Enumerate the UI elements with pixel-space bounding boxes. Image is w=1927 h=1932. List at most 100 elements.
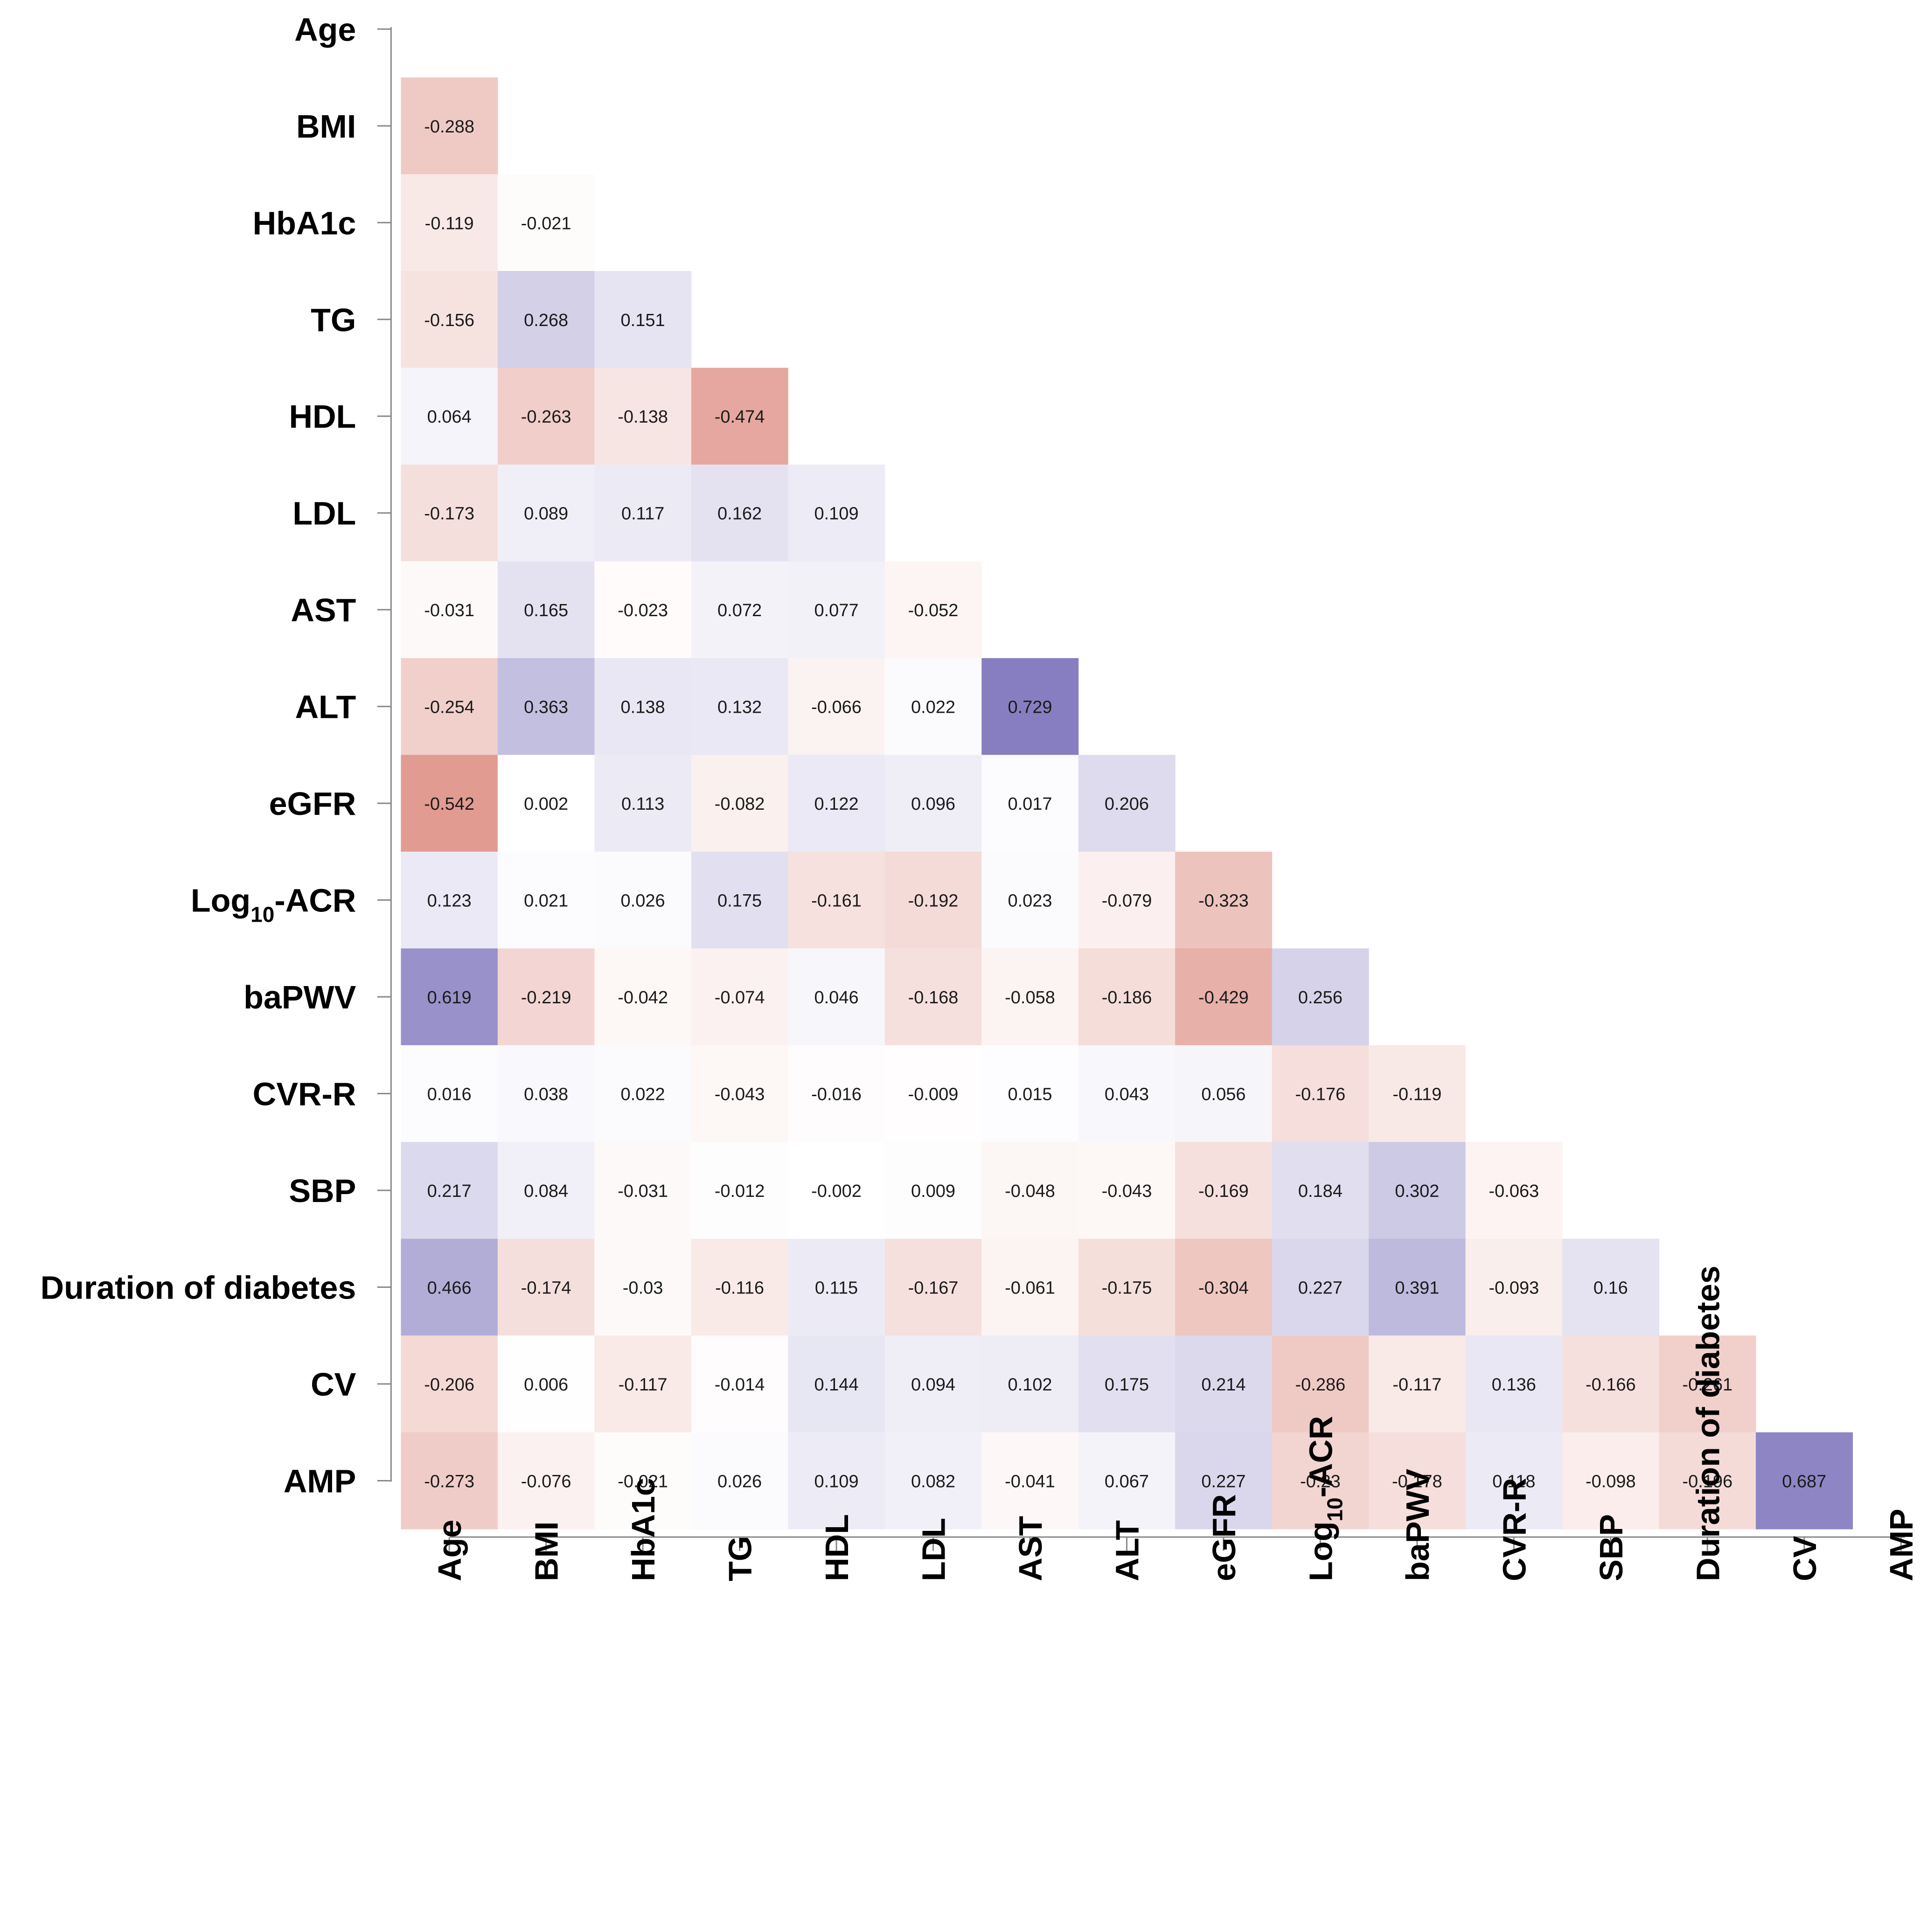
cell-value-label: 0.206 bbox=[1105, 794, 1149, 814]
cell-value-label: 0.077 bbox=[814, 601, 858, 620]
heatmap-cell-duration-of-diabetes-age bbox=[401, 1238, 498, 1336]
cell-value-label: -0.178 bbox=[1392, 1472, 1442, 1491]
cell-value-label: -0.021 bbox=[521, 214, 571, 233]
cell-value-label: -0.273 bbox=[424, 1472, 474, 1491]
cell-value-label: -0.043 bbox=[715, 1085, 765, 1105]
heatmap-cell-sbp-age bbox=[401, 1142, 498, 1239]
y-tick-label-hba1c: HbA1c bbox=[253, 205, 356, 241]
cell-value-label: 0.026 bbox=[621, 891, 665, 911]
cell-value-label: 0.115 bbox=[815, 1278, 858, 1298]
heatmap-cell-cv-tg bbox=[691, 1335, 788, 1433]
cell-value-label: -0.206 bbox=[424, 1375, 474, 1395]
cell-value-label: 0.046 bbox=[814, 988, 858, 1008]
y-tick-label-duration-of-diabetes: Duration of diabetes bbox=[41, 1269, 356, 1306]
heatmap-cell-cv-age bbox=[401, 1335, 498, 1433]
heatmap-cell-ast-bmi bbox=[497, 561, 595, 659]
cell-value-label: 0.151 bbox=[621, 311, 665, 330]
heatmap-cell-sbp-hba1c bbox=[594, 1142, 692, 1239]
heatmap-cell-hdl-hba1c bbox=[594, 368, 692, 465]
cell-value-label: 0.067 bbox=[1105, 1472, 1149, 1491]
heatmap-cell-bapwv-hdl bbox=[788, 948, 885, 1046]
cell-value-label: 0.056 bbox=[1201, 1085, 1245, 1105]
cell-value-label: 0.227 bbox=[1298, 1278, 1343, 1298]
heatmap-cell-amp-bapwv bbox=[1369, 1432, 1466, 1529]
heatmap-cell-duration-of-diabetes-bmi bbox=[497, 1238, 595, 1336]
heatmap-cell-alt-ldl bbox=[884, 658, 982, 755]
cell-value-label: 0.162 bbox=[717, 504, 762, 524]
cell-value-label: -0.286 bbox=[1295, 1375, 1346, 1395]
heatmap-cells: -0.288 -0.119 -0.021 -0.156 0.268 0.151 0.064 -… bbox=[401, 77, 1853, 1529]
cell-value-label: -0.288 bbox=[424, 117, 474, 137]
cell-value-label: 0.021 bbox=[524, 891, 568, 911]
heatmap-cell-bapwv-log-10-acr bbox=[1272, 948, 1369, 1046]
cell-value-label: 0.118 bbox=[1492, 1472, 1535, 1491]
heatmap-cell-cv-egfr bbox=[1175, 1335, 1273, 1433]
x-tick-label-bapwv: baPWV bbox=[1399, 1469, 1436, 1581]
heatmap-cell-cvr-r-hba1c bbox=[594, 1045, 692, 1142]
cell-value-label: -0.042 bbox=[618, 988, 668, 1008]
heatmap-cell-cvr-r-log-10-acr bbox=[1272, 1045, 1369, 1142]
heatmap-cell-amp-egfr bbox=[1175, 1432, 1273, 1529]
heatmap-cell-hba1c-bmi bbox=[497, 174, 595, 271]
heatmap-cell-bapwv-ast bbox=[981, 948, 1079, 1046]
cell-value-label: -0.03 bbox=[623, 1278, 663, 1298]
cell-value-label: -0.175 bbox=[1102, 1278, 1152, 1298]
cell-value-label: -0.474 bbox=[715, 407, 765, 427]
cell-value-label: -0.066 bbox=[811, 698, 862, 717]
heatmap-cell-bapwv-alt bbox=[1078, 948, 1176, 1046]
heatmap-cell-egfr-ast bbox=[981, 755, 1079, 852]
x-tick-label-bmi: BMI bbox=[529, 1522, 565, 1581]
cell-value-label: -0.016 bbox=[811, 1085, 862, 1105]
heatmap-cell-log-10-acr-tg bbox=[691, 851, 788, 949]
x-tick-label-hba1c: HbA1c bbox=[625, 1478, 661, 1581]
heatmap-cell-ast-hdl bbox=[788, 561, 885, 659]
heatmap-cell-sbp-ast bbox=[981, 1142, 1079, 1239]
cell-value-label: 0.002 bbox=[524, 794, 568, 814]
x-tick-label-cvr-r: CVR-R bbox=[1496, 1478, 1532, 1581]
cell-value-label: -0.196 bbox=[1682, 1472, 1732, 1491]
heatmap-cell-ast-age bbox=[401, 561, 498, 659]
heatmap-cell-egfr-bmi bbox=[497, 755, 595, 852]
cell-value-label: -0.156 bbox=[424, 311, 474, 330]
heatmap-cell-cv-bmi bbox=[497, 1335, 595, 1433]
cell-value-label: 0.026 bbox=[717, 1472, 762, 1491]
heatmap-cell-cvr-r-bapwv bbox=[1369, 1045, 1466, 1142]
heatmap-cell-ldl-hba1c bbox=[594, 464, 692, 562]
cell-value-label: -0.119 bbox=[1392, 1085, 1441, 1105]
cell-value-label: 0.109 bbox=[814, 504, 858, 524]
heatmap-cell-egfr-hba1c bbox=[594, 755, 692, 852]
heatmap-cell-cvr-r-egfr bbox=[1175, 1045, 1273, 1142]
heatmap-cell-ast-tg bbox=[691, 561, 788, 659]
heatmap-cell-ldl-age bbox=[401, 464, 498, 562]
y-tick-label-tg: TG bbox=[311, 302, 356, 338]
cell-value-label: 0.109 bbox=[814, 1472, 858, 1491]
heatmap-cell-hdl-bmi bbox=[497, 368, 595, 465]
y-tick-label-alt: ALT bbox=[295, 689, 356, 725]
cell-value-label: 0.136 bbox=[1492, 1375, 1536, 1395]
heatmap-cell-log-10-acr-egfr bbox=[1175, 851, 1273, 949]
cell-value-label: -0.176 bbox=[1295, 1085, 1346, 1105]
heatmap-cell-cv-duration-of-diabetes bbox=[1659, 1335, 1756, 1433]
cell-value-label: -0.186 bbox=[1102, 988, 1152, 1008]
heatmap-cell-alt-hba1c bbox=[594, 658, 692, 755]
heatmap-cell-duration-of-diabetes-cvr-r bbox=[1465, 1238, 1563, 1336]
cell-value-label: -0.079 bbox=[1102, 891, 1152, 911]
y-tick-label-ldl: LDL bbox=[292, 495, 356, 532]
heatmap-cell-log-10-acr-ldl bbox=[884, 851, 982, 949]
cell-value-label: -0.043 bbox=[1102, 1181, 1152, 1201]
heatmap-cell-tg-hba1c bbox=[594, 271, 692, 368]
heatmap-cell-duration-of-diabetes-sbp bbox=[1562, 1238, 1660, 1336]
cell-value-label: 0.113 bbox=[621, 794, 664, 814]
heatmap-cell-ldl-hdl bbox=[788, 464, 885, 562]
heatmap-cell-bmi-age bbox=[401, 77, 498, 175]
heatmap-cell-cvr-r-tg bbox=[691, 1045, 788, 1142]
heatmap-cell-amp-duration-of-diabetes bbox=[1659, 1432, 1756, 1529]
cell-value-label: 0.138 bbox=[621, 698, 665, 717]
heatmap-cell-duration-of-diabetes-ast bbox=[981, 1238, 1079, 1336]
x-tick-label-sbp: SBP bbox=[1593, 1514, 1629, 1581]
cell-value-label: -0.093 bbox=[1489, 1278, 1539, 1298]
heatmap-cell-alt-age bbox=[401, 658, 498, 755]
cell-value-label: 0.117 bbox=[621, 504, 664, 524]
